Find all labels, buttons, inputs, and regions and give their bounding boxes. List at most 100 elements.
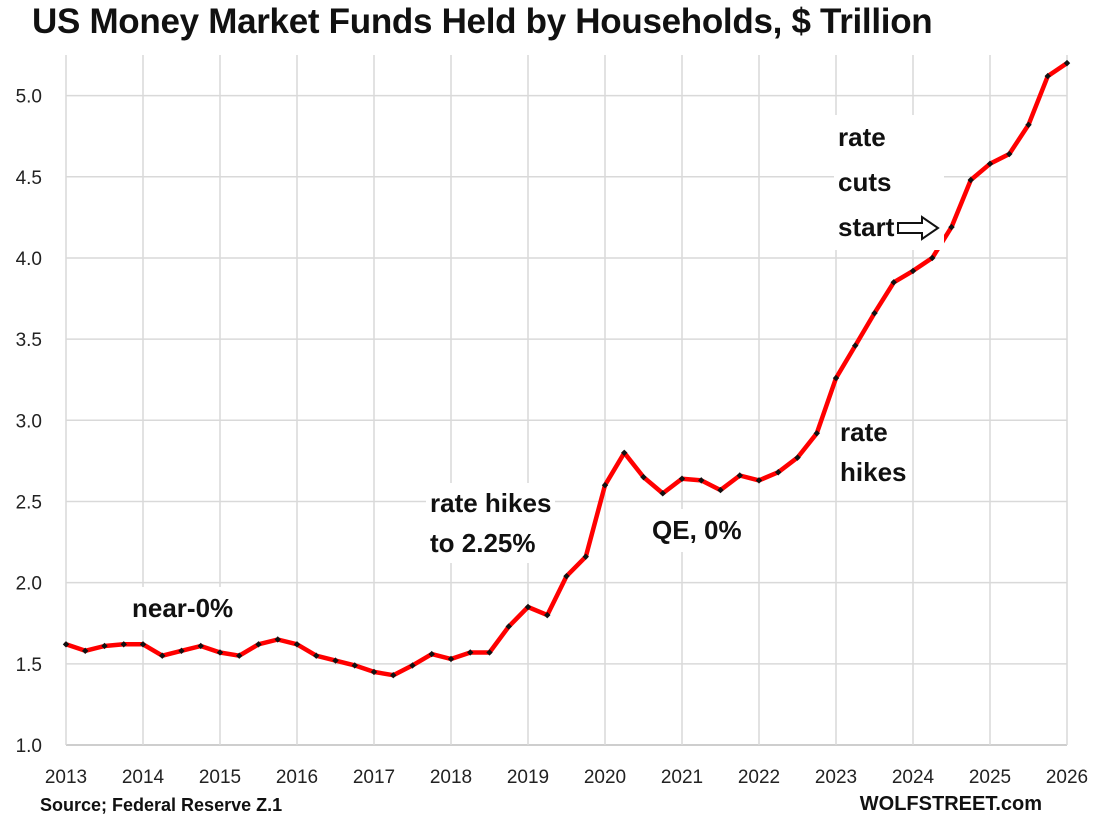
data-point [813, 430, 820, 437]
data-point [332, 657, 339, 664]
data-point [563, 572, 570, 580]
data-point [293, 641, 301, 648]
data-point [986, 160, 994, 167]
y-tick-label: 4.0 [16, 249, 42, 270]
annotation-line: cuts [838, 167, 892, 197]
annotation-rate-hikes-2018: rate hikes to 2.25% [426, 483, 556, 563]
y-axis-tick-labels: 1.0 1.5 2.0 2.5 3.0 3.5 4.0 4.5 5.0 [16, 87, 42, 757]
annotation-near-zero: near-0% [128, 587, 238, 630]
data-point [120, 641, 127, 648]
data-point [755, 477, 763, 484]
annotation-near-zero-text: near-0% [132, 593, 234, 623]
x-tick-label: 2025 [969, 767, 1011, 788]
annotation-qe: QE, 0% [648, 509, 746, 552]
data-point [159, 652, 166, 659]
data-point [832, 374, 840, 382]
x-tick-label: 2023 [815, 767, 857, 788]
data-point [197, 642, 204, 650]
y-tick-label: 3.5 [16, 330, 42, 351]
y-tick-label: 1.5 [16, 655, 42, 676]
data-point [467, 649, 474, 656]
data-point [640, 473, 647, 481]
data-point [351, 662, 358, 669]
chart-title: US Money Market Funds Held by Households… [32, 2, 933, 41]
data-point [929, 254, 936, 262]
data-point [948, 223, 955, 231]
data-point [428, 650, 435, 658]
y-tick-label: 5.0 [16, 87, 42, 108]
data-point [524, 603, 532, 611]
data-point [1063, 59, 1071, 67]
data-point [274, 636, 281, 643]
data-point [794, 454, 801, 461]
x-tick-label: 2014 [122, 767, 165, 788]
data-point [255, 641, 262, 648]
annotation-line: rate [840, 417, 888, 447]
data-point [236, 652, 243, 659]
data-point [871, 309, 878, 317]
x-tick-label: 2016 [276, 767, 318, 788]
data-point [909, 267, 917, 275]
data-point [409, 662, 416, 669]
brand-credit: WOLFSTREET.com [859, 793, 1042, 815]
data-point [678, 475, 686, 482]
data-point [582, 553, 589, 560]
data-point [659, 490, 666, 497]
annotation-line: rate hikes [430, 488, 552, 518]
series-markers [62, 59, 1071, 679]
data-point [1025, 121, 1032, 129]
data-point [370, 668, 378, 676]
x-tick-label: 2013 [45, 767, 87, 788]
data-point [486, 649, 493, 656]
annotation-line-text: start [838, 212, 895, 242]
x-tick-label: 2026 [1046, 767, 1088, 788]
annotation-line: hikes [840, 457, 907, 487]
data-point [852, 342, 859, 349]
x-tick-label: 2019 [507, 767, 549, 788]
x-tick-label: 2018 [430, 767, 472, 788]
data-point [775, 469, 782, 476]
x-tick-label: 2024 [892, 767, 935, 788]
data-point [601, 482, 609, 489]
data-point [178, 647, 185, 655]
data-point [621, 449, 628, 456]
data-point [390, 671, 397, 679]
data-point [890, 279, 897, 286]
source-note: Source; Federal Reserve Z.1 [40, 795, 283, 815]
x-tick-label: 2015 [199, 767, 241, 788]
data-point [447, 655, 455, 663]
annotation-rate-cuts: rate cuts start [834, 115, 945, 250]
data-point [717, 486, 724, 494]
data-point [967, 176, 974, 184]
data-point [62, 641, 70, 648]
data-point [544, 611, 551, 619]
x-axis-tick-labels: 2013 2014 2015 2016 2017 2018 2019 2020 2021 2022… [45, 767, 1088, 788]
data-point [82, 647, 89, 655]
data-point [1006, 150, 1013, 158]
y-tick-label: 2.5 [16, 492, 42, 513]
data-point [216, 649, 224, 656]
data-point [1044, 72, 1051, 80]
data-point [736, 472, 743, 479]
y-tick-label: 3.0 [16, 411, 42, 432]
y-tick-label: 1.0 [16, 736, 42, 757]
y-tick-label: 4.5 [16, 168, 42, 189]
x-tick-label: 2017 [353, 767, 395, 788]
y-tick-label: 2.0 [16, 574, 42, 595]
annotation-line: start [838, 205, 941, 250]
x-tick-label: 2020 [584, 767, 626, 788]
gridlines [65, 55, 1068, 746]
annotation-rate-hikes-2022: rate hikes [836, 412, 911, 492]
annotation-qe-text: QE, 0% [652, 515, 742, 545]
right-arrow-icon [897, 214, 941, 241]
annotation-line: to 2.25% [430, 528, 536, 558]
x-tick-label: 2021 [661, 767, 703, 788]
data-point [139, 641, 147, 648]
data-point [698, 477, 705, 484]
data-point [505, 623, 512, 630]
annotation-line: rate [838, 122, 886, 152]
data-point [101, 642, 108, 650]
x-tick-label: 2022 [738, 767, 780, 788]
data-point [313, 652, 320, 659]
